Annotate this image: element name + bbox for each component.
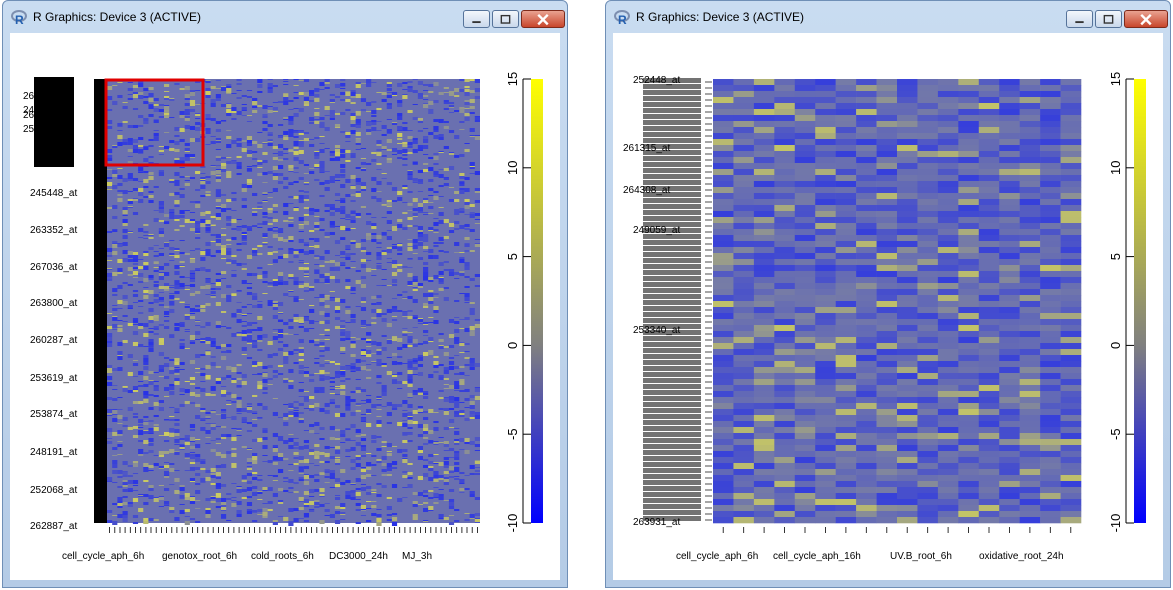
- column-label: cell_cycle_aph_6h: [676, 551, 758, 562]
- column-label: oxidative_root_24h: [979, 551, 1064, 562]
- row-label: 253619_at: [30, 373, 77, 384]
- close-button[interactable]: [1124, 10, 1168, 28]
- row-label: 248191_at: [30, 447, 77, 458]
- row-side-bar: [94, 79, 107, 523]
- row-label: 26: [23, 91, 35, 102]
- row-label: 263352_at: [30, 225, 77, 236]
- row-label: 263800_at: [30, 298, 77, 309]
- r-logo-icon: R: [614, 10, 630, 25]
- close-icon: [537, 13, 549, 26]
- column-label: MJ_3h: [402, 551, 432, 562]
- overlapping-row-labels: [34, 77, 74, 167]
- color-scale-label: -10: [505, 514, 520, 533]
- svg-text:R: R: [618, 13, 627, 25]
- row-label: 24: [23, 105, 35, 116]
- color-scale-bar: [531, 79, 543, 523]
- row-label: 25: [23, 124, 35, 135]
- color-scale-ticks: 15 10 5 0 -5 -10: [505, 72, 531, 533]
- maximize-button[interactable]: [1095, 10, 1122, 28]
- r-graphics-window-right[interactable]: R R Graphics: Device 3 (ACTIVE) 252448_a…: [605, 0, 1171, 588]
- minimize-button[interactable]: [1066, 10, 1093, 28]
- close-icon: [1140, 13, 1152, 26]
- row-label: 267036_at: [30, 262, 77, 273]
- window-title: R Graphics: Device 3 (ACTIVE): [33, 10, 202, 24]
- column-ticks: [722, 527, 1072, 533]
- row-label: 260287_at: [30, 335, 77, 346]
- titlebar[interactable]: R R Graphics: Device 3 (ACTIVE): [3, 1, 567, 33]
- close-button[interactable]: [521, 10, 565, 28]
- heatmap-plot-left: 26 26 24 25 245448_at 263352_at 267036_a…: [23, 72, 543, 562]
- color-scale-label: 5: [505, 253, 520, 260]
- color-scale-label: -10: [1108, 514, 1123, 533]
- color-scale-label: -5: [505, 428, 520, 440]
- svg-text:R: R: [15, 13, 24, 25]
- color-scale-label: 15: [505, 72, 520, 86]
- r-graphics-window-left[interactable]: R R Graphics: Device 3 (ACTIVE): [2, 0, 568, 588]
- color-scale-ticks: 15 10 5 0 -5 -10: [1108, 72, 1134, 533]
- column-label: cell_cycle_aph_6h: [62, 551, 144, 562]
- row-label: 252068_at: [30, 485, 77, 496]
- maximize-icon: [1103, 14, 1114, 24]
- minimize-icon: [1075, 21, 1084, 24]
- color-scale-label: 15: [1108, 72, 1123, 86]
- color-scale-label: 10: [1108, 161, 1123, 175]
- color-scale-label: 5: [1108, 253, 1123, 260]
- row-label: 245448_at: [30, 188, 77, 199]
- r-logo-icon: R: [11, 10, 27, 25]
- minimize-button[interactable]: [463, 10, 490, 28]
- heatmap-cells: [713, 79, 1082, 524]
- heatmap-plot-right: 252448_at263931_at261315_at264308_at2490…: [623, 72, 1146, 562]
- color-scale-bar: [1134, 79, 1146, 523]
- titlebar[interactable]: R R Graphics: Device 3 (ACTIVE): [606, 1, 1170, 33]
- column-label: DC3000_24h: [329, 551, 388, 562]
- color-scale-label: 0: [505, 342, 520, 349]
- color-scale-label: 0: [1108, 342, 1123, 349]
- column-label: cell_cycle_aph_16h: [773, 551, 861, 562]
- maximize-icon: [500, 14, 511, 24]
- row-labels: 252448_at263931_at261315_at264308_at2490…: [623, 75, 712, 528]
- maximize-button[interactable]: [492, 10, 519, 28]
- column-label: UV.B_root_6h: [890, 551, 952, 562]
- window-title: R Graphics: Device 3 (ACTIVE): [636, 10, 805, 24]
- plot-area: 26 26 24 25 245448_at 263352_at 267036_a…: [10, 33, 560, 580]
- column-label: cold_roots_6h: [251, 551, 314, 562]
- highlight-rectangle: [104, 78, 205, 167]
- row-label: 262887_at: [30, 521, 77, 532]
- column-ticks: [109, 527, 478, 533]
- color-scale-label: -5: [1108, 428, 1123, 440]
- color-scale-label: 10: [505, 161, 520, 175]
- column-label: genotox_root_6h: [162, 551, 237, 562]
- row-label: 253874_at: [30, 409, 77, 420]
- row-label: 26: [23, 110, 35, 121]
- plot-area: 252448_at263931_at261315_at264308_at2490…: [613, 33, 1163, 580]
- heatmap-cells: [107, 79, 480, 526]
- row-label: 263931_at: [633, 517, 680, 528]
- minimize-icon: [472, 21, 481, 24]
